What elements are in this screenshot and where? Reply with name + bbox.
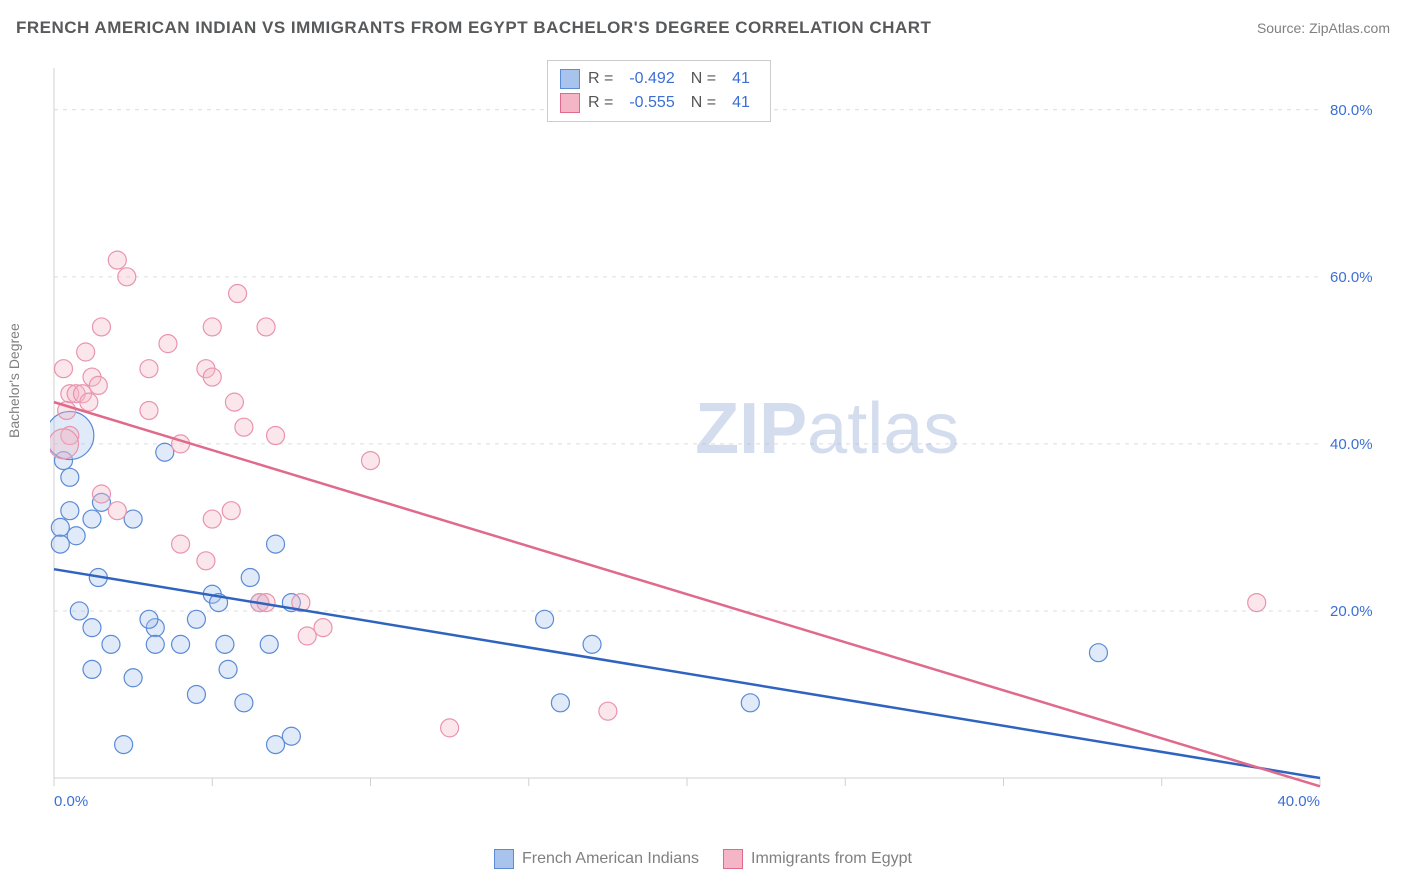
trend-line — [54, 569, 1320, 778]
data-point — [89, 376, 107, 394]
data-point — [187, 685, 205, 703]
data-point — [172, 635, 190, 653]
data-point — [267, 736, 285, 754]
data-point — [235, 418, 253, 436]
data-point — [203, 318, 221, 336]
data-point — [314, 619, 332, 637]
data-point — [83, 510, 101, 528]
data-point — [67, 527, 85, 545]
data-point — [260, 635, 278, 653]
stat-n-label: N = — [691, 94, 716, 112]
data-point — [156, 443, 174, 461]
data-point — [124, 510, 142, 528]
legend-item: Immigrants from Egypt — [723, 849, 912, 869]
data-point — [115, 736, 133, 754]
data-point — [51, 518, 69, 536]
data-point — [118, 268, 136, 286]
stat-r-value: -0.555 — [629, 94, 674, 112]
y-tick-label: 40.0% — [1330, 436, 1373, 453]
data-point — [61, 468, 79, 486]
chart-svg: 20.0% 40.0% 60.0% 80.0% ZIPatlas 0.0% 40.0% — [50, 58, 1390, 818]
trend-line — [54, 402, 1320, 786]
y-tick-label: 60.0% — [1330, 269, 1373, 286]
legend-label: Immigrants from Egypt — [751, 850, 912, 868]
data-point — [216, 635, 234, 653]
data-point — [172, 535, 190, 553]
data-point — [197, 552, 215, 570]
data-point — [599, 702, 617, 720]
watermark: ZIPatlas — [695, 389, 959, 469]
data-point — [140, 360, 158, 378]
data-point — [146, 635, 164, 653]
data-point — [108, 251, 126, 269]
legend-swatch — [494, 849, 514, 869]
x-tick-label: 0.0% — [54, 793, 88, 810]
chart-source: Source: ZipAtlas.com — [1257, 20, 1390, 36]
data-point — [219, 660, 237, 678]
data-point — [298, 627, 316, 645]
legend-swatch — [723, 849, 743, 869]
legend-swatch — [560, 69, 580, 89]
data-point — [551, 694, 569, 712]
data-point — [51, 535, 69, 553]
data-point — [108, 502, 126, 520]
data-point — [583, 635, 601, 653]
data-point — [92, 485, 110, 503]
data-point — [222, 502, 240, 520]
data-point — [70, 602, 88, 620]
stat-n-value: 41 — [732, 94, 750, 112]
data-point — [140, 401, 158, 419]
data-point — [203, 368, 221, 386]
stat-r-label: R = — [588, 70, 613, 88]
data-point — [159, 335, 177, 353]
data-point — [203, 510, 221, 528]
data-point — [83, 619, 101, 637]
data-point — [229, 285, 247, 303]
data-point — [80, 393, 98, 411]
legend-item: French American Indians — [494, 849, 699, 869]
y-tick-label: 20.0% — [1330, 603, 1373, 620]
data-point — [241, 569, 259, 587]
data-point — [187, 610, 205, 628]
data-point — [741, 694, 759, 712]
data-point — [235, 694, 253, 712]
stat-n-label: N = — [691, 70, 716, 88]
data-point — [1089, 644, 1107, 662]
data-point — [50, 429, 78, 459]
data-point — [54, 360, 72, 378]
series-legend: French American Indians Immigrants from E… — [0, 849, 1406, 874]
legend-stat-row: R = -0.555 N = 41 — [560, 91, 758, 115]
data-point — [362, 452, 380, 470]
data-point — [225, 393, 243, 411]
data-point — [124, 669, 142, 687]
data-point — [536, 610, 554, 628]
data-point — [61, 502, 79, 520]
data-point — [77, 343, 95, 361]
chart-plot-area: 20.0% 40.0% 60.0% 80.0% ZIPatlas 0.0% 40.0% — [50, 58, 1390, 818]
chart-title: FRENCH AMERICAN INDIAN VS IMMIGRANTS FRO… — [16, 18, 931, 38]
legend-swatch — [560, 93, 580, 113]
data-point — [102, 635, 120, 653]
data-point — [282, 727, 300, 745]
legend-stat-row: R = -0.492 N = 41 — [560, 67, 758, 91]
x-tick-label: 40.0% — [1277, 793, 1320, 810]
data-point — [83, 660, 101, 678]
y-tick-label: 80.0% — [1330, 102, 1373, 119]
chart-header: FRENCH AMERICAN INDIAN VS IMMIGRANTS FRO… — [16, 18, 1390, 38]
data-point — [267, 427, 285, 445]
data-point — [267, 535, 285, 553]
data-point — [140, 610, 158, 628]
data-point — [257, 318, 275, 336]
stat-n-value: 41 — [732, 70, 750, 88]
data-point — [441, 719, 459, 737]
data-point — [92, 318, 110, 336]
stat-r-label: R = — [588, 94, 613, 112]
y-axis-label: Bachelor's Degree — [6, 323, 22, 438]
stat-r-value: -0.492 — [629, 70, 674, 88]
data-point — [1248, 594, 1266, 612]
legend-label: French American Indians — [522, 850, 699, 868]
correlation-legend-box: R = -0.492 N = 41 R = -0.555 N = 41 — [547, 60, 771, 122]
